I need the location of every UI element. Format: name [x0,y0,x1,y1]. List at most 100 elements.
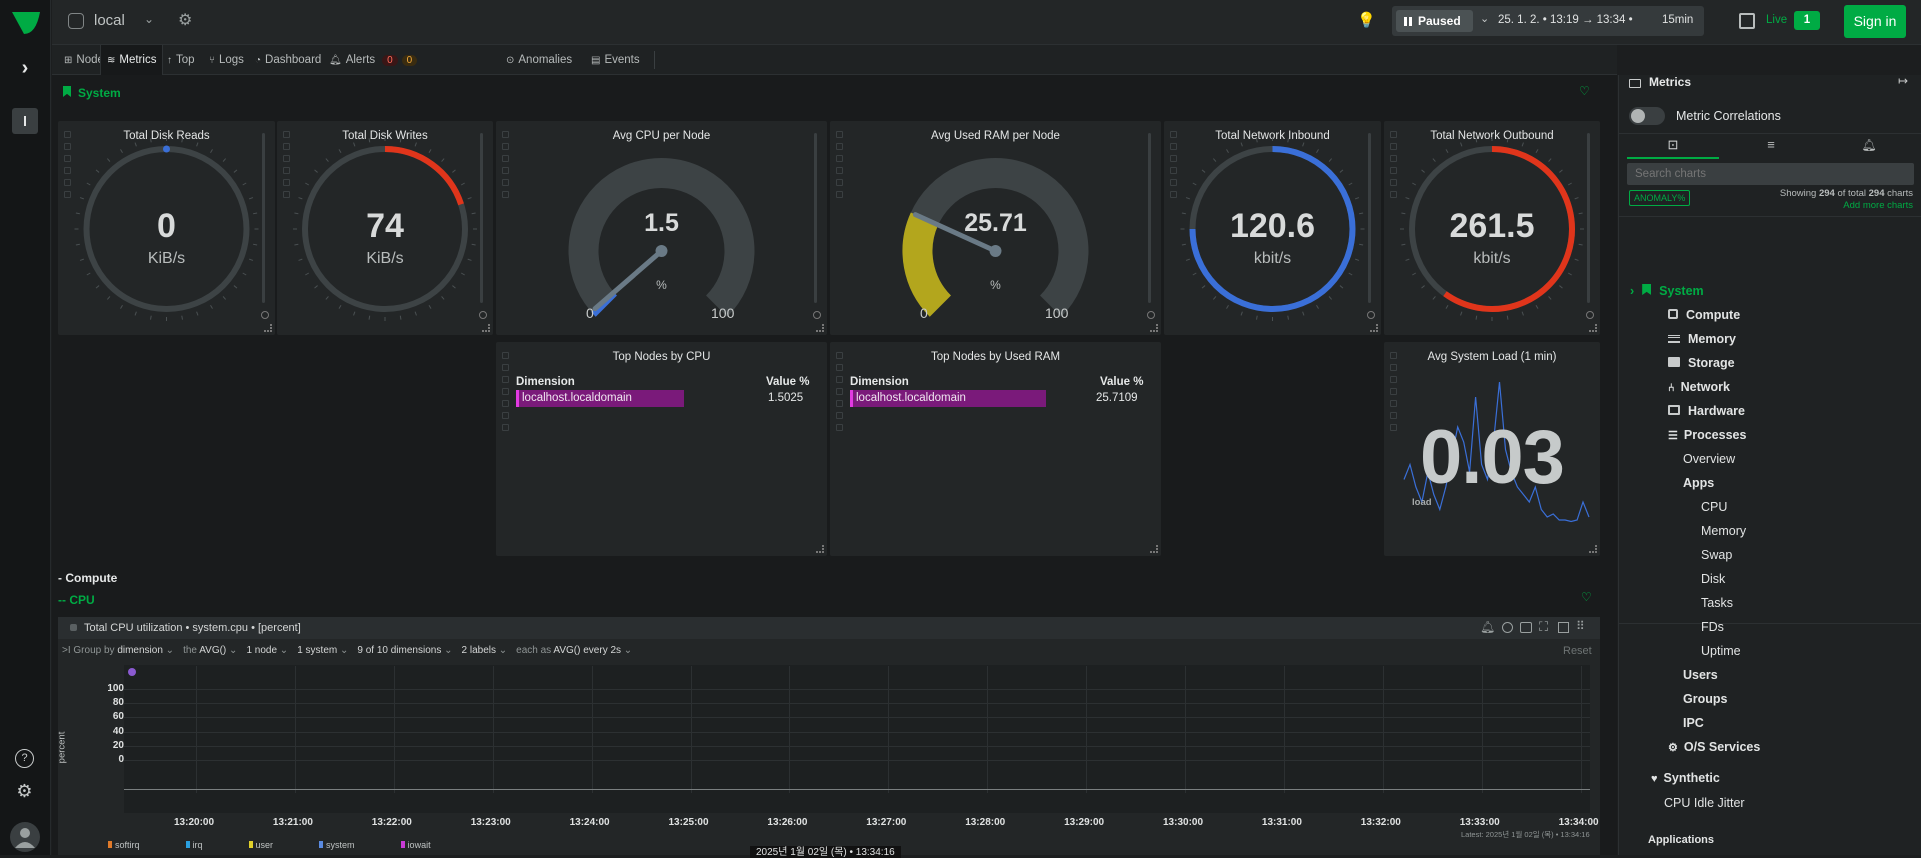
toc-apps[interactable]: Apps [1683,476,1715,490]
toc-overview[interactable]: Overview [1683,452,1736,466]
help-icon[interactable]: ? [15,749,34,768]
date-range[interactable]: 25. 1. 2. • 13:19 → 13:34 • [1498,14,1633,26]
info-icon[interactable] [1147,311,1155,319]
chart-layers-icon[interactable] [1520,622,1532,633]
nodes-list-icon[interactable] [1739,13,1755,29]
section-favorite-icon[interactable]: ♡ [1579,84,1590,98]
chart-alert-icon[interactable]: 🔔︎ [1480,620,1496,634]
chart-fullscreen-icon[interactable]: ⛶ [1539,619,1549,634]
toc-processes[interactable]: ☰ Processes [1668,428,1746,442]
space-chevron-down-icon[interactable]: ⌄ [144,12,155,26]
status-chevron-down-icon[interactable]: ⌄ [1480,13,1490,25]
toc-users[interactable]: Users [1683,668,1718,682]
info-icon[interactable] [1586,311,1594,319]
table-row[interactable]: localhost.localdomain [850,390,1050,407]
user-avatar-icon[interactable] [10,822,40,852]
resize-handle[interactable] [264,324,272,332]
toc-groups[interactable]: Groups [1683,692,1728,706]
collapse-panel-icon[interactable]: ↦ [1898,74,1909,88]
panel-tab-alerts[interactable]: 🔔︎ [1823,133,1915,159]
tab-logs[interactable]: ⑂ Logs [203,45,250,75]
info-icon[interactable] [813,311,821,319]
tab-top[interactable]: ↑ Top [161,45,201,75]
chart-save-icon[interactable] [1558,622,1569,633]
resize-handle[interactable] [1370,324,1378,332]
gauge-scrollbar[interactable] [1148,133,1151,303]
info-icon[interactable] [1367,311,1375,319]
toc-compute[interactable]: Compute [1668,308,1740,322]
gauge-scrollbar[interactable] [1368,133,1371,303]
tab-anomalies[interactable]: ⊙ Anomalies [500,45,578,75]
toc-hardware[interactable]: Hardware [1668,404,1745,418]
annotation-marker-icon[interactable] [128,668,136,676]
toc-memory[interactable]: Memory [1668,332,1736,346]
toc-apps-swap[interactable]: Swap [1701,548,1733,562]
panel-tab-filters[interactable]: ≡ [1725,133,1817,159]
chart-drag-icon[interactable]: ⠿ [1576,619,1585,633]
info-icon[interactable] [479,311,487,319]
toc-applications[interactable]: Applications [1648,834,1715,846]
gauge-scrollbar[interactable] [814,133,817,303]
nodes-control[interactable]: 1 node ⌄ [246,645,289,656]
toc-apps-fds[interactable]: FDs [1701,620,1724,634]
toc-apps-disk[interactable]: Disk [1701,572,1726,586]
toc-ipc[interactable]: IPC [1683,716,1704,730]
resize-handle[interactable] [1150,324,1158,332]
space-name[interactable]: local [94,12,125,29]
toc-synthetic[interactable]: ♥ Synthetic [1651,771,1720,785]
sign-in-button[interactable]: Sign in [1844,5,1906,38]
space-settings-icon[interactable]: ⚙ [178,12,193,29]
chart-info-icon[interactable] [1502,622,1513,633]
tab-alerts[interactable]: 🔔︎ Alerts 0 0 [323,45,423,75]
info-icon[interactable] [261,311,269,319]
gauge-scrollbar[interactable] [262,133,265,303]
resize-handle[interactable] [1589,545,1597,553]
toc-apps-tasks[interactable]: Tasks [1701,596,1733,610]
paused-status-button[interactable]: Paused [1396,10,1473,32]
tip-bulb-icon[interactable]: 💡 [1357,12,1376,29]
legend-item[interactable]: iowait [400,840,431,850]
toc-apps-cpu[interactable]: CPU [1701,500,1728,514]
toc-storage[interactable]: Storage [1668,356,1735,370]
search-charts-input[interactable] [1627,163,1914,185]
reset-button[interactable]: Reset [1563,645,1592,657]
resize-handle[interactable] [1589,324,1597,332]
tab-dashboard[interactable]: ◔ Dashboard [249,45,327,75]
gauge-scrollbar[interactable] [1587,133,1590,303]
resize-handle[interactable] [482,324,490,332]
time-control[interactable]: Paused ⌄ 25. 1. 2. • 13:19 → 13:34 • 15m… [1392,6,1704,36]
correlations-toggle[interactable] [1629,107,1665,125]
netdata-logo[interactable] [10,10,42,36]
tab-metrics[interactable]: ≋ Metrics [100,45,164,75]
toc-system[interactable]: › System [1630,284,1704,298]
gauge-scrollbar[interactable] [480,133,483,303]
add-more-charts-link[interactable]: Add more charts [1843,200,1913,211]
group-by-control[interactable]: >I Group by dimension ⌄ [62,645,175,656]
legend-item[interactable]: system [319,840,355,850]
duration[interactable]: 15min [1662,14,1694,26]
tab-events[interactable]: ▤ Events [585,45,646,75]
legend-item[interactable]: user [248,840,273,850]
settings-icon[interactable]: ⚙ [16,781,33,801]
legend-item[interactable]: irq [185,840,203,850]
toc-os-services[interactable]: ⚙ O/S Services [1668,740,1760,754]
time-aggregation-control[interactable]: each as AVG() every 2s ⌄ [516,645,633,656]
labels-control[interactable]: 2 labels ⌄ [461,645,508,656]
cpu-favorite-icon[interactable]: ♡ [1581,590,1592,604]
live-count-badge[interactable]: 1 [1794,11,1820,30]
resize-handle[interactable] [816,545,824,553]
space-avatar[interactable] [12,108,38,134]
toc-cpu-idle-jitter[interactable]: CPU Idle Jitter [1664,796,1745,810]
instances-control[interactable]: 1 system ⌄ [297,645,349,656]
dimensions-control[interactable]: 9 of 10 dimensions ⌄ [357,645,453,656]
table-row[interactable]: localhost.localdomain [516,390,696,407]
anomaly-badge[interactable]: ANOMALY% [1629,190,1691,206]
resize-handle[interactable] [816,324,824,332]
expand-sidebar-icon[interactable]: › [21,57,29,79]
toc-network[interactable]: ⑃ Network [1668,380,1730,394]
legend-item[interactable]: softirq [108,840,140,850]
toc-apps-uptime[interactable]: Uptime [1701,644,1741,658]
panel-tab-charts[interactable]: ⊡ [1627,133,1719,159]
aggregation-control[interactable]: the AVG() ⌄ [183,645,238,656]
toc-apps-memory[interactable]: Memory [1701,524,1747,538]
